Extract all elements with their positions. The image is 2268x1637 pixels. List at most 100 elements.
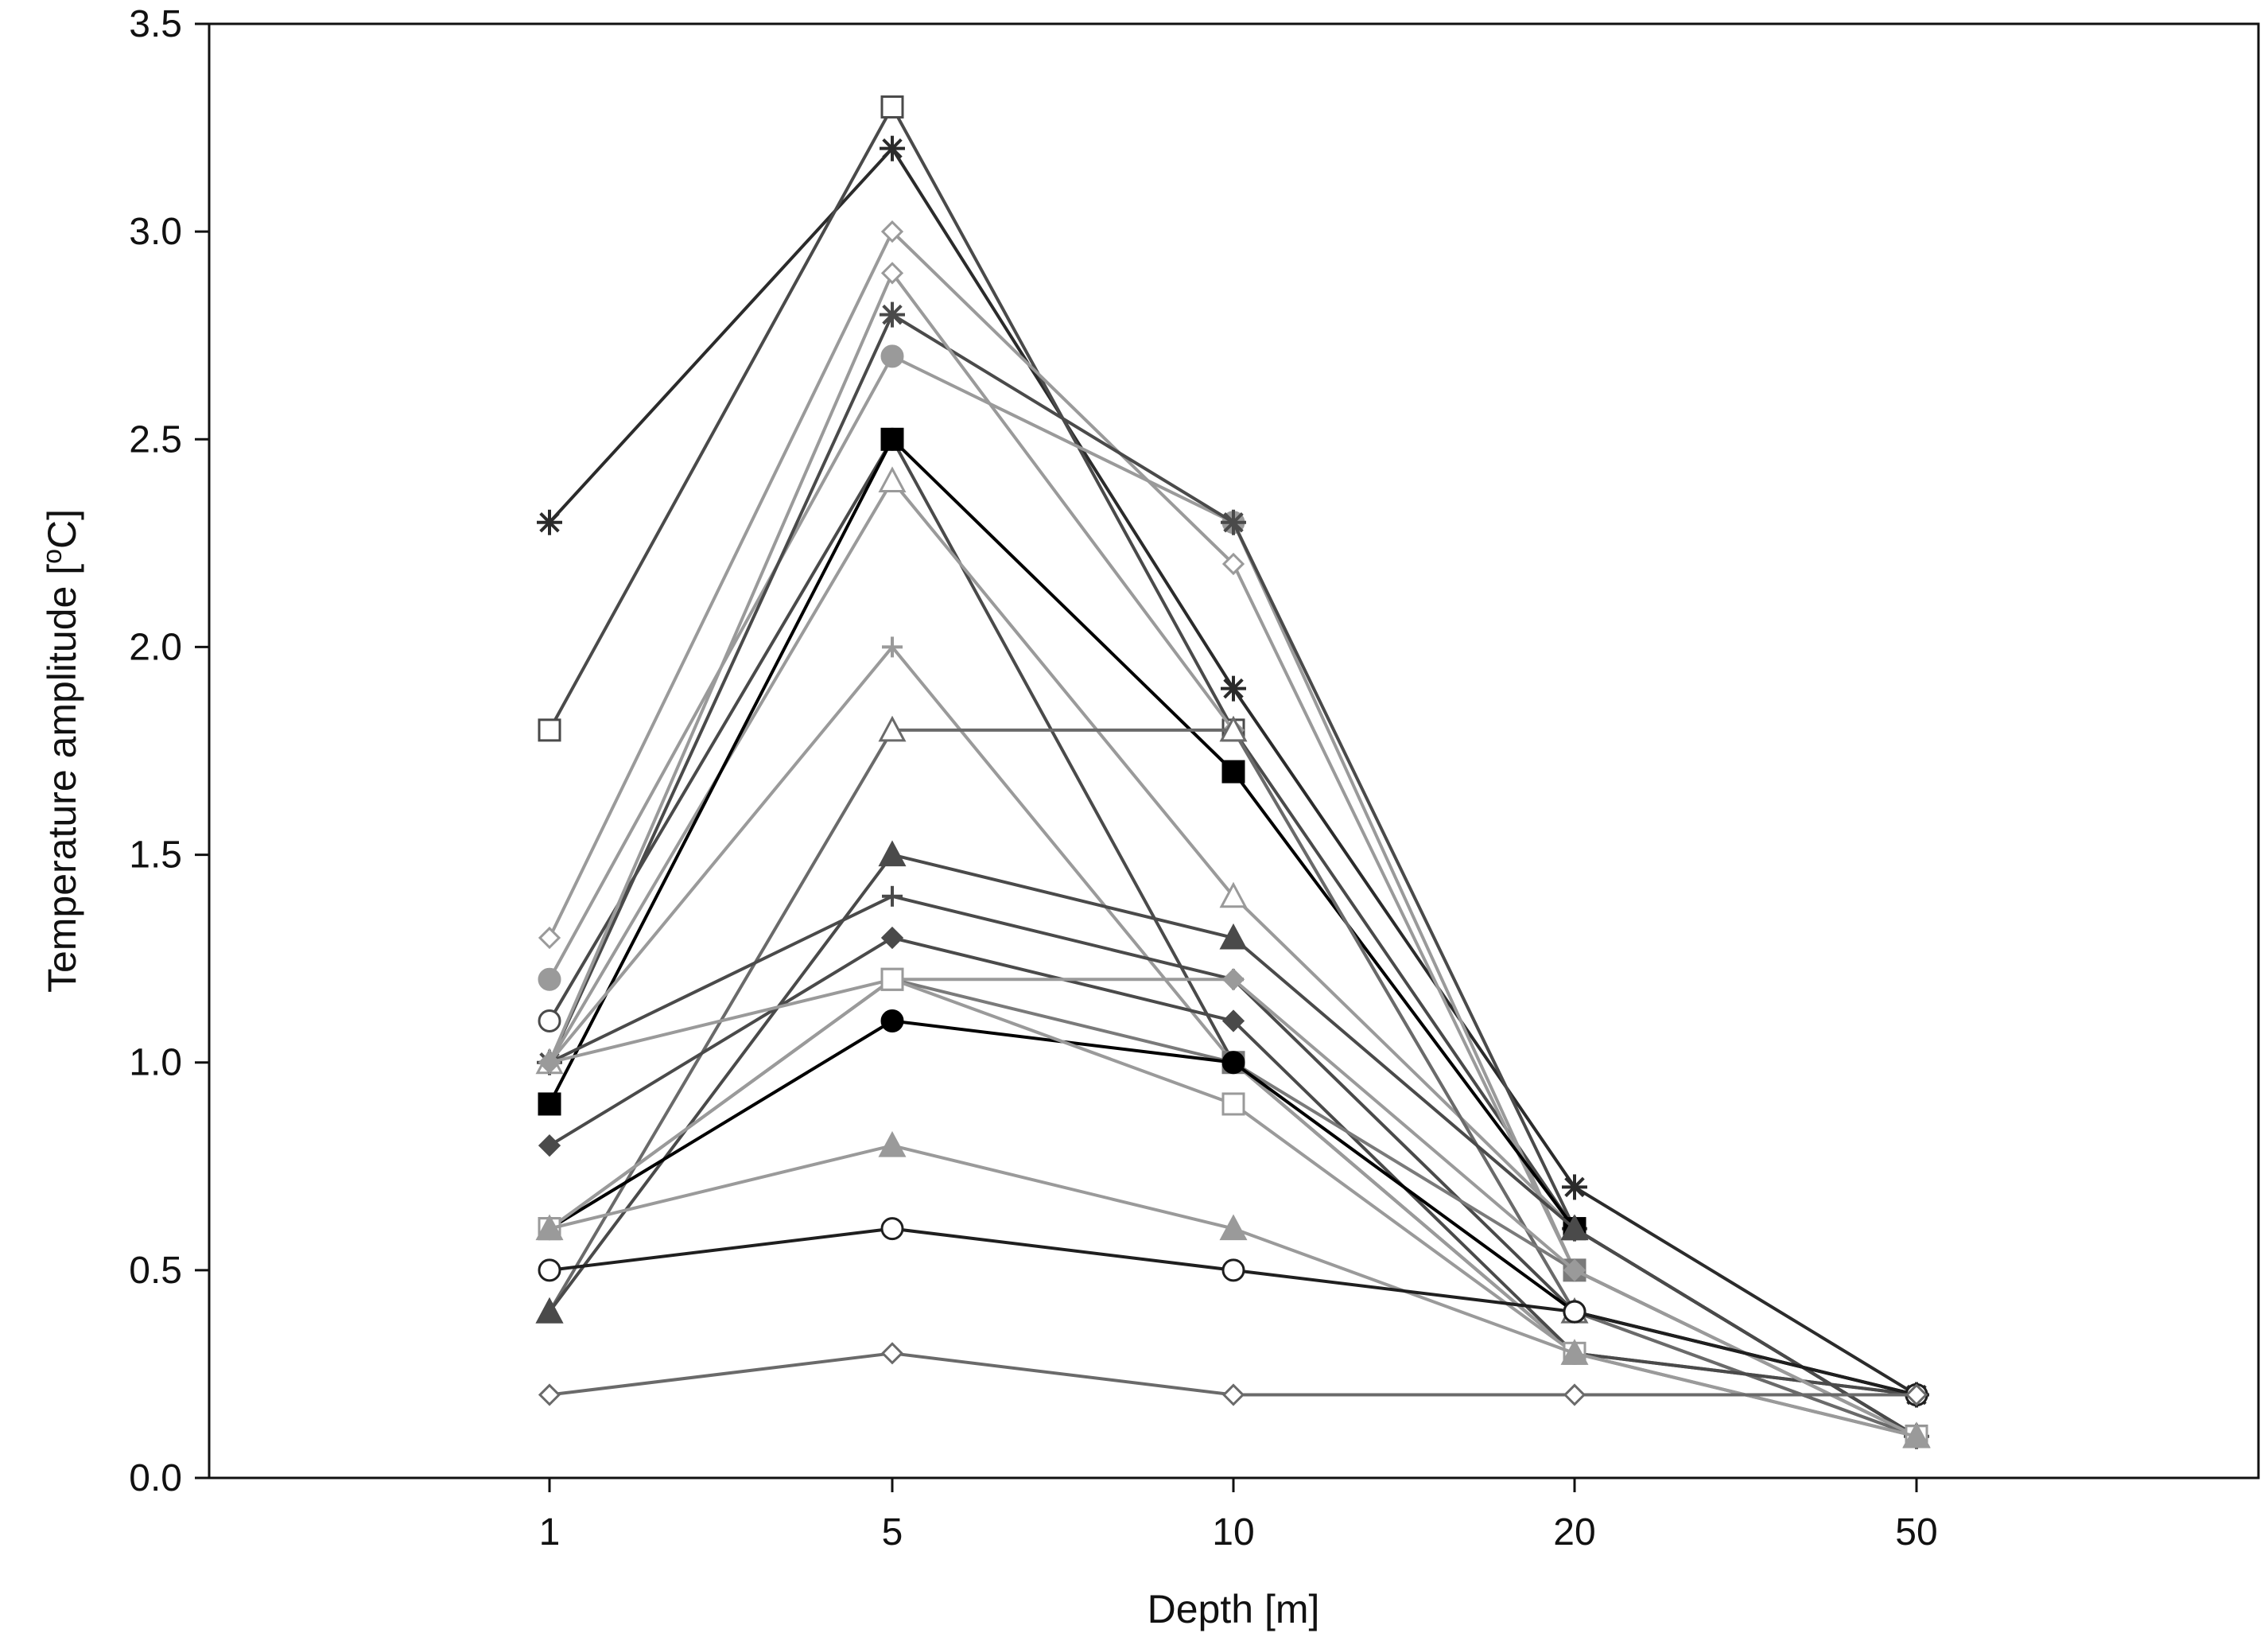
y-tick-label: 1.5: [129, 834, 182, 877]
series-10: [539, 636, 1927, 1447]
asterisk-marker: [1221, 509, 1246, 535]
y-tick-label: 3.0: [129, 211, 182, 253]
asterisk-marker-stroke: [1223, 512, 1244, 533]
series-18: [538, 967, 1928, 1448]
circle-filled-marker: [880, 344, 904, 368]
diamond-filled-marker: [1221, 1009, 1245, 1032]
y-axis-title-unit: C]: [40, 509, 84, 549]
square-filled-marker: [1221, 760, 1245, 784]
square-open-marker: [880, 95, 904, 119]
triangle-filled-marker: [1560, 1339, 1589, 1365]
x-axis-title: Depth [m]: [1148, 1587, 1320, 1631]
series-line: [548, 1019, 1918, 1397]
triangle-filled-marker: [878, 840, 907, 867]
y-tick-label: 3.5: [129, 3, 182, 45]
y-tick-label: 0.5: [129, 1250, 182, 1292]
y-axis-title-degree: o: [37, 549, 68, 564]
y-tick-label: 0.0: [129, 1457, 182, 1499]
diamond-filled-marker: [880, 926, 904, 950]
asterisk-marker-stroke: [1564, 1176, 1585, 1198]
circle-open-marker: [1221, 1258, 1245, 1282]
square-filled-marker: [880, 427, 904, 451]
series-line: [548, 230, 1918, 1438]
series-line: [548, 728, 1918, 1438]
y-ticks: 0.0 0.5 1.0 1.5 2.0 2.5 3.0 3.5: [129, 3, 209, 1499]
plus-marker: [882, 885, 903, 907]
diamond-open-marker: [538, 1383, 561, 1406]
triangle-open-marker: [1219, 881, 1248, 908]
series-line: [548, 978, 1918, 1438]
circle-open-marker: [1563, 1300, 1586, 1324]
x-tick-label: 5: [882, 1511, 903, 1553]
series-15: [538, 967, 1928, 1448]
diamond-open-marker: [538, 926, 561, 950]
asterisk-marker-stroke: [1223, 678, 1244, 699]
circle-filled-marker: [1221, 1051, 1245, 1075]
plus-marker: [882, 636, 903, 658]
diamond-open-marker: [880, 220, 904, 243]
x-tick-label: 50: [1895, 1511, 1937, 1553]
asterisk-marker-stroke: [539, 512, 560, 533]
circle-open-marker: [538, 1258, 561, 1282]
circle-filled-marker: [880, 1009, 904, 1032]
square-open-marker: [538, 718, 561, 742]
triangle-filled-marker: [878, 1130, 907, 1157]
series-16: [538, 968, 1928, 1448]
series-7: [535, 466, 1931, 1448]
asterisk-marker: [1221, 675, 1246, 702]
triangle-filled-marker: [1219, 923, 1248, 950]
asterisk-marker-stroke: [882, 304, 903, 325]
series-20: [538, 1217, 1928, 1407]
x-tick-label: 1: [539, 1511, 561, 1553]
square-filled-marker: [538, 1092, 561, 1116]
triangle-filled-marker: [1902, 1421, 1931, 1448]
y-axis-title: Temperature amplitude [oC]: [37, 509, 84, 993]
series-layer: [535, 95, 1931, 1449]
y-axis-title-main: Temperature amplitude [: [40, 564, 84, 993]
series-12: [535, 840, 1931, 1448]
y-tick-label: 1.0: [129, 1042, 182, 1084]
asterisk-marker: [880, 135, 905, 161]
diamond-open-marker: [880, 262, 904, 285]
diamond-filled-marker: [1221, 968, 1245, 991]
series-line: [548, 479, 1918, 1438]
asterisk-marker: [537, 509, 562, 535]
asterisk-marker: [880, 301, 905, 328]
x-tick-label: 20: [1553, 1511, 1595, 1553]
square-open-marker: [1221, 1092, 1245, 1116]
x-axis: 1 5 10 20 50: [209, 1476, 2258, 1553]
circle-open-marker: [538, 1009, 561, 1032]
triangle-open-marker: [878, 466, 907, 493]
diamond-open-marker: [1221, 1383, 1245, 1406]
triangle-open-marker: [1219, 715, 1248, 742]
triangle-filled-marker: [1560, 1214, 1589, 1241]
series-13: [539, 885, 1927, 1406]
series-19: [535, 1130, 1931, 1448]
circle-open-marker: [880, 1217, 904, 1241]
x-ticks: 1 5 10 20 50: [539, 1478, 1938, 1553]
diamond-filled-marker: [538, 1051, 561, 1074]
asterisk-marker: [1562, 1174, 1587, 1200]
triangle-filled-marker: [1219, 1214, 1248, 1241]
series-11: [535, 715, 1931, 1448]
diamond-open-marker: [1221, 552, 1245, 576]
series-line: [548, 437, 1918, 1397]
triangle-filled-marker: [535, 1297, 564, 1324]
diamond-open-marker: [880, 1342, 904, 1365]
diamond-filled-marker: [1563, 1258, 1586, 1281]
circle-filled-marker: [538, 967, 561, 991]
asterisk-marker-stroke: [882, 138, 903, 159]
diamond-open-marker: [1905, 1383, 1928, 1406]
series-line: [548, 978, 1918, 1438]
x-tick-label: 10: [1212, 1511, 1254, 1553]
diamond-open-marker: [1563, 1383, 1586, 1406]
y-tick-label: 2.0: [129, 626, 182, 668]
triangle-filled-marker: [535, 1214, 564, 1241]
triangle-open-marker: [878, 715, 907, 742]
y-axis: 0.0 0.5 1.0 1.5 2.0 2.5 3.0 3.5: [129, 3, 211, 1499]
series-21: [538, 1342, 1928, 1406]
y-tick-label: 2.5: [129, 418, 182, 461]
series-line: [548, 978, 1918, 1438]
square-open-marker: [880, 967, 904, 991]
